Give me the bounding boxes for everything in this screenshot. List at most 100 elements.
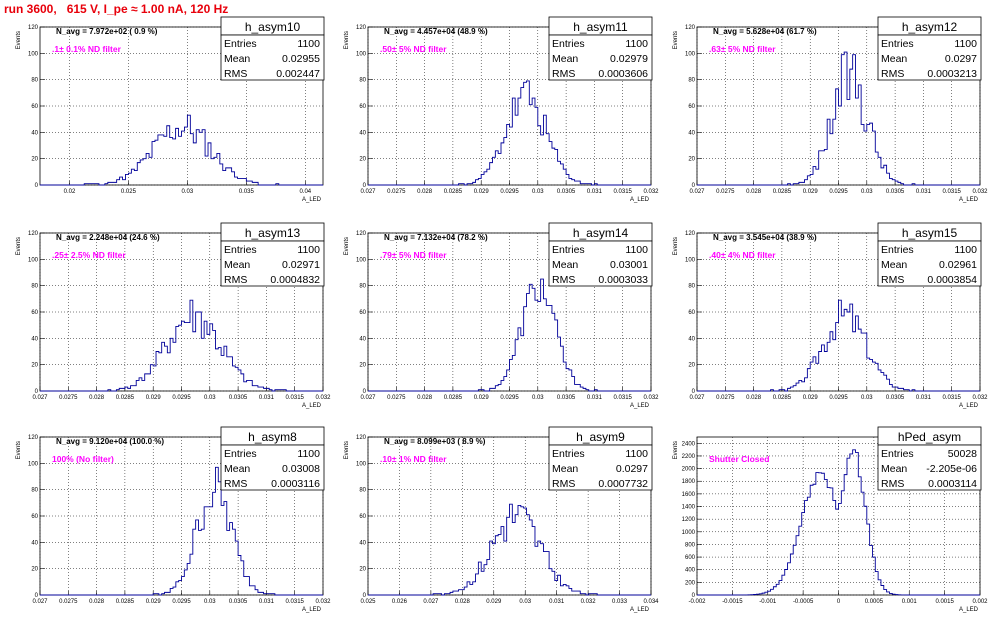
y-tick-label: 1800 [682,479,696,485]
stats-mean-value: 0.0297 [945,53,977,65]
stats-rms-value: 0.002447 [276,68,320,80]
navg-label: N_avg = 7.972e+02 ( 0.9 %) [56,27,158,36]
stats-rms-value: 0.0003606 [598,68,648,80]
stats-box: h_asym11 Entries 1100 Mean 0.02979 RMS 0.00036… [548,16,653,81]
x-tick-label: 0.032 [581,599,597,605]
stats-entries-value: 1100 [625,448,648,460]
y-axis-label: Events [344,31,350,49]
x-tick-label: 0.04 [299,189,311,195]
stats-entries-value: 1100 [625,244,648,256]
histogram-series [368,80,651,186]
y-tick-label: 20 [359,363,366,369]
stats-entries-value: 50028 [948,448,977,460]
x-tick-label: 0.032 [643,189,659,195]
panel-h_asym11: 0.027 0.0275 0.028 0.0285 0.029 0.0295 0.03 0.0… [344,16,659,203]
y-tick-label: 2000 [682,467,696,473]
histogram-series [40,299,323,392]
stats-entries-value: 1100 [297,38,320,50]
y-tick-label: 80 [359,488,366,494]
x-tick-label: 0.0315 [286,395,305,401]
x-tick-label: 0.0285 [444,189,463,195]
stats-rms-label: RMS [224,68,247,80]
stats-entries-value: 1100 [954,244,977,256]
x-tick-label: 0.031 [587,189,603,195]
histogram-series [697,299,980,392]
x-tick-label: 0.0305 [557,189,576,195]
stats-entries-label: Entries [224,244,257,256]
x-tick-label: 0.032 [972,395,988,401]
y-tick-label: 100 [356,257,367,263]
stats-body-box [877,34,982,81]
x-tick-label: 0.029 [486,599,502,605]
y-axis-label: Events [673,237,679,255]
y-tick-label: 0 [363,183,367,189]
histogram-series [368,503,651,596]
stats-box: h_asym8 Entries 1100 Mean 0.03008 RMS 0.000311… [220,426,325,491]
y-tick-label: 40 [359,336,366,342]
stats-mean-value: 0.02961 [939,259,977,271]
stats-box: h_asym12 Entries 1100 Mean 0.0297 RMS 0.000321… [877,16,982,81]
stats-mean-value: 0.03001 [610,259,648,271]
stats-entries-label: Entries [552,244,585,256]
y-tick-label: 100 [685,51,696,57]
filter-label: .1± 0.1% ND filter [52,44,122,54]
x-tick-label: 0.027 [423,599,439,605]
stats-body-box [877,240,982,287]
histogram-series [697,51,980,186]
panel-h_asym12: 0.027 0.0275 0.028 0.0285 0.029 0.0295 0.03 0.0… [673,16,988,203]
y-tick-label: 80 [688,284,695,290]
x-tick-label: 0.03 [861,395,873,401]
x-axis-label: A_LED [630,197,650,203]
x-tick-label: 0.0315 [943,189,962,195]
x-tick-label: 0.028 [89,599,105,605]
x-tick-label: 0.029 [474,189,490,195]
filter-label: .25± 2.5% ND filter [52,250,126,260]
x-tick-label: 0.031 [549,599,565,605]
stats-entries-value: 1100 [297,244,320,256]
stats-entries-value: 1100 [297,448,320,460]
x-tick-label: 0.03 [519,599,531,605]
navg-label: N_avg = 8.099e+03 ( 8.9 %) [384,437,486,446]
y-tick-label: 120 [28,435,39,441]
y-axis-label: Events [16,441,22,459]
stats-mean-label: Mean [552,259,578,271]
stats-name: h_asym9 [576,430,625,444]
stats-mean-label: Mean [881,259,907,271]
x-tick-label: 0.027 [32,599,48,605]
x-tick-label: 0.0275 [716,189,735,195]
stats-mean-label: Mean [552,463,578,475]
navg-label: N_avg = 5.628e+04 (61.7 %) [713,27,817,36]
x-tick-label: 0.03 [204,599,216,605]
stats-name: h_asym13 [245,226,301,240]
x-tick-label: 0.0005 [865,599,884,605]
y-tick-label: 80 [688,78,695,84]
x-tick-label: 0.0295 [500,395,519,401]
y-tick-label: 40 [359,130,366,136]
panel-h_asym14: 0.027 0.0275 0.028 0.0285 0.029 0.0295 0.03 0.0… [344,222,659,409]
filter-label: .10± 1% ND filter [380,454,447,464]
x-tick-label: 0.0305 [229,395,248,401]
x-tick-label: 0.0275 [59,599,78,605]
x-tick-label: 0.03 [532,189,544,195]
x-tick-label: 0.0295 [172,599,191,605]
y-tick-label: 40 [688,130,695,136]
x-tick-label: 0.0275 [59,395,78,401]
x-tick-label: 0.0285 [116,395,135,401]
x-tick-label: 0.027 [360,189,376,195]
x-tick-label: 0.0295 [500,189,519,195]
panel-h_asym15: 0.027 0.0275 0.028 0.0285 0.029 0.0295 0.03 0.0… [673,222,988,409]
panel-hPed_asym: -0.002 -0.0015 -0.001 -0.0005 0 0.0005 0.001 0.… [673,426,988,613]
y-tick-label: 80 [359,78,366,84]
x-axis-label: A_LED [302,403,322,409]
y-tick-label: 120 [685,25,696,31]
stats-mean-value: 0.02971 [282,259,320,271]
stats-rms-value: 0.0003116 [271,478,320,490]
x-tick-label: -0.002 [688,599,706,605]
x-tick-label: 0.03 [532,395,544,401]
y-tick-label: 120 [356,231,367,237]
y-tick-label: 80 [31,78,38,84]
y-tick-label: 1200 [682,517,696,523]
stats-box: h_asym14 Entries 1100 Mean 0.03001 RMS 0.00030… [548,222,653,287]
stats-rms-label: RMS [552,274,575,286]
filter-label: .63± 5% ND filter [709,44,776,54]
